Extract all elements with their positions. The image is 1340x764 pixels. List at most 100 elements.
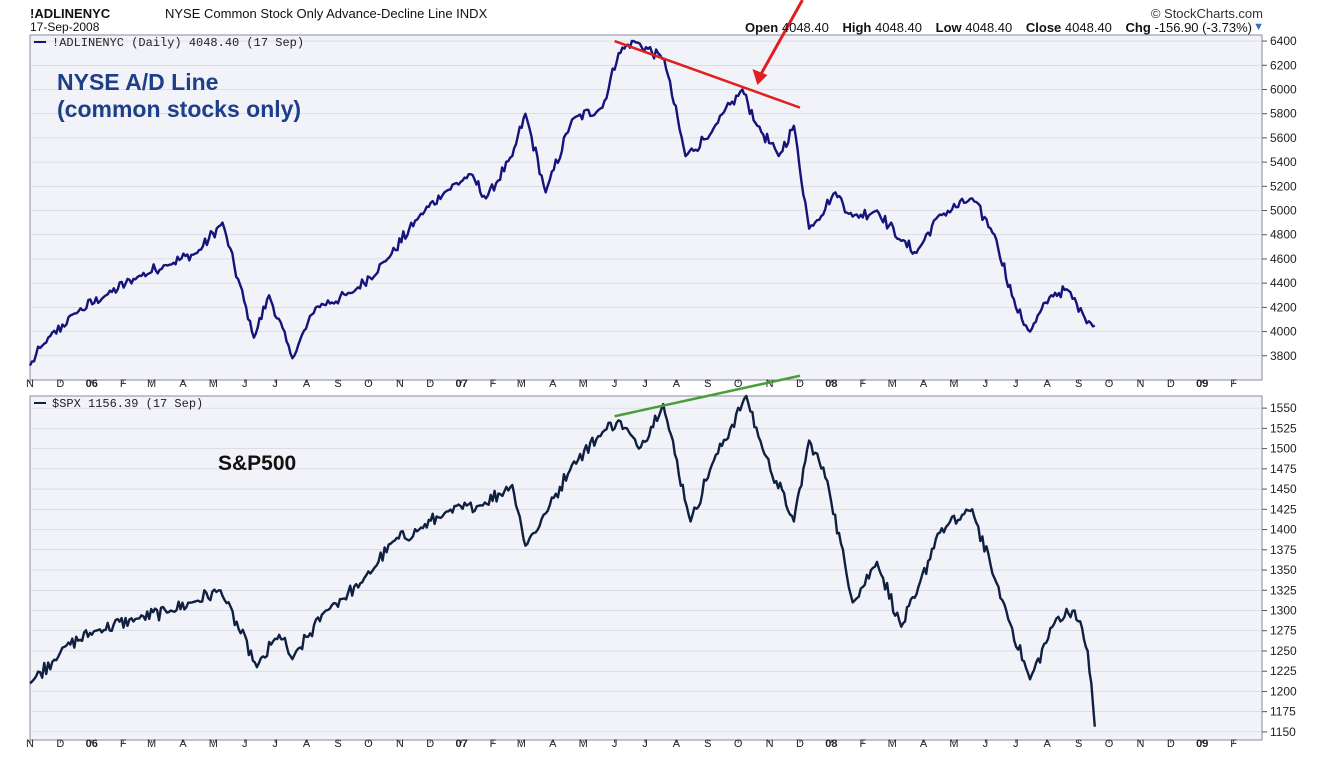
y-tick-label: 1325: [1270, 583, 1297, 597]
x-tick-label: N: [1136, 378, 1144, 390]
arrow-head: [752, 69, 768, 86]
x-tick-label: D: [796, 738, 804, 750]
y-tick-label: 1200: [1270, 684, 1297, 698]
x-tick-label: J: [242, 738, 248, 750]
x-tick-label: J: [242, 378, 248, 390]
y-tick-label: 5800: [1270, 107, 1297, 121]
symbol-title: !ADLINENYC: [30, 6, 111, 21]
divergence-trendline: [614, 374, 801, 418]
chg-dropdown-icon[interactable]: ▼: [1253, 21, 1264, 33]
y-tick-label: 5200: [1270, 179, 1297, 193]
x-tick-label: M: [949, 378, 958, 390]
x-tick-label: 06: [86, 738, 98, 750]
spx-series: [29, 394, 1096, 727]
low-value: 4048.40: [965, 20, 1013, 35]
y-tick-label: 4600: [1270, 252, 1297, 266]
legend-label: $SPX 1156.39 (17 Sep): [52, 397, 203, 411]
y-tick-label: 4800: [1270, 228, 1297, 242]
y-tick-label: 5000: [1270, 204, 1297, 218]
x-tick-label: N: [396, 738, 404, 750]
x-tick-label: S: [704, 378, 711, 390]
arrow-shaft: [759, 0, 804, 76]
x-tick-label: J: [642, 378, 648, 390]
x-tick-label: N: [396, 378, 404, 390]
x-tick-label: F: [1230, 378, 1237, 390]
y-tick-label: 1250: [1270, 644, 1297, 658]
x-tick-label: F: [1230, 738, 1237, 750]
x-tick-label: D: [796, 378, 804, 390]
y-tick-label: 1475: [1270, 462, 1297, 476]
x-tick-label: 09: [1196, 378, 1208, 390]
x-tick-label: F: [490, 738, 497, 750]
x-tick-label: J: [642, 738, 648, 750]
high-value: 4048.40: [875, 20, 922, 35]
x-tick-label: D: [426, 378, 434, 390]
open-value: 4048.40: [781, 20, 829, 35]
x-tick-label: D: [56, 738, 64, 750]
chart-date: 17-Sep-2008: [30, 20, 100, 34]
x-tick-label: O: [1105, 738, 1114, 750]
x-tick-label: 07: [455, 738, 467, 750]
y-tick-label: 4000: [1270, 325, 1297, 339]
y-tick-label: 1500: [1270, 442, 1297, 456]
x-tick-label: D: [56, 378, 64, 390]
annotation-text: S&P500: [218, 452, 296, 475]
y-tick-label: 1225: [1270, 664, 1297, 678]
x-tick-label: J: [983, 738, 989, 750]
x-tick-label: N: [1136, 738, 1144, 750]
x-tick-label: O: [734, 378, 743, 390]
x-tick-label: M: [209, 738, 218, 750]
x-tick-label: A: [1044, 738, 1052, 750]
stockcharts-credit: © StockCharts.com: [1150, 6, 1263, 21]
x-tick-label: J: [1013, 378, 1019, 390]
x-tick-label: A: [549, 378, 557, 390]
close-label: Close: [1025, 20, 1062, 35]
x-tick-label: A: [303, 738, 311, 750]
x-tick-label: M: [209, 378, 218, 390]
x-tick-label: J: [983, 378, 989, 390]
y-tick-label: 1275: [1270, 624, 1297, 638]
x-tick-label: M: [888, 738, 897, 750]
y-tick-label: 1175: [1270, 705, 1296, 719]
x-tick-label: 09: [1196, 738, 1208, 750]
open-label: Open: [745, 20, 779, 35]
close-value: 4048.40: [1064, 20, 1112, 35]
y-tick-label: 4200: [1270, 300, 1297, 314]
x-tick-label: A: [1044, 378, 1052, 390]
x-tick-label: F: [490, 378, 497, 390]
divergence-trendline: [614, 39, 801, 109]
adline-panel: 6400 6200 6000 5800 5600 5400 5200 5000 4800 4600…: [26, 0, 1297, 390]
y-tick-label: 1300: [1270, 603, 1297, 617]
plot-area: [29, 34, 1263, 381]
x-tick-label: F: [859, 738, 866, 750]
x-tick-label: S: [1075, 378, 1082, 390]
x-tick-label: 08: [825, 378, 837, 390]
symbol-description: NYSE Common Stock Only Advance-Decline L…: [165, 6, 488, 21]
x-tick-label: M: [579, 738, 588, 750]
y-tick-label: 1550: [1270, 401, 1297, 415]
x-tick-label: 08: [825, 738, 837, 750]
legend-label: !ADLINENYC (Daily) 4048.40 (17 Sep): [52, 36, 304, 50]
x-tick-label: M: [949, 738, 958, 750]
x-tick-label: J: [272, 378, 278, 390]
x-tick-label: F: [120, 738, 127, 750]
x-tick-label: S: [334, 378, 341, 390]
x-tick-label: S: [1075, 738, 1082, 750]
x-tick-label: M: [147, 738, 156, 750]
x-tick-label: O: [1105, 378, 1114, 390]
x-tick-label: 06: [86, 378, 98, 390]
x-tick-label: N: [26, 738, 34, 750]
adline-series: [28, 39, 1096, 367]
x-tick-label: A: [673, 378, 681, 390]
x-tick-label: J: [612, 378, 618, 390]
y-tick-label: 1400: [1270, 523, 1297, 537]
x-tick-label: J: [1013, 738, 1019, 750]
x-tick-label: A: [303, 378, 311, 390]
x-tick-label: O: [734, 738, 743, 750]
x-tick-label: S: [704, 738, 711, 750]
x-tick-label: A: [179, 378, 187, 390]
x-tick-label: N: [766, 738, 774, 750]
y-tick-label: 1375: [1270, 543, 1297, 557]
y-tick-label: 1350: [1270, 563, 1297, 577]
